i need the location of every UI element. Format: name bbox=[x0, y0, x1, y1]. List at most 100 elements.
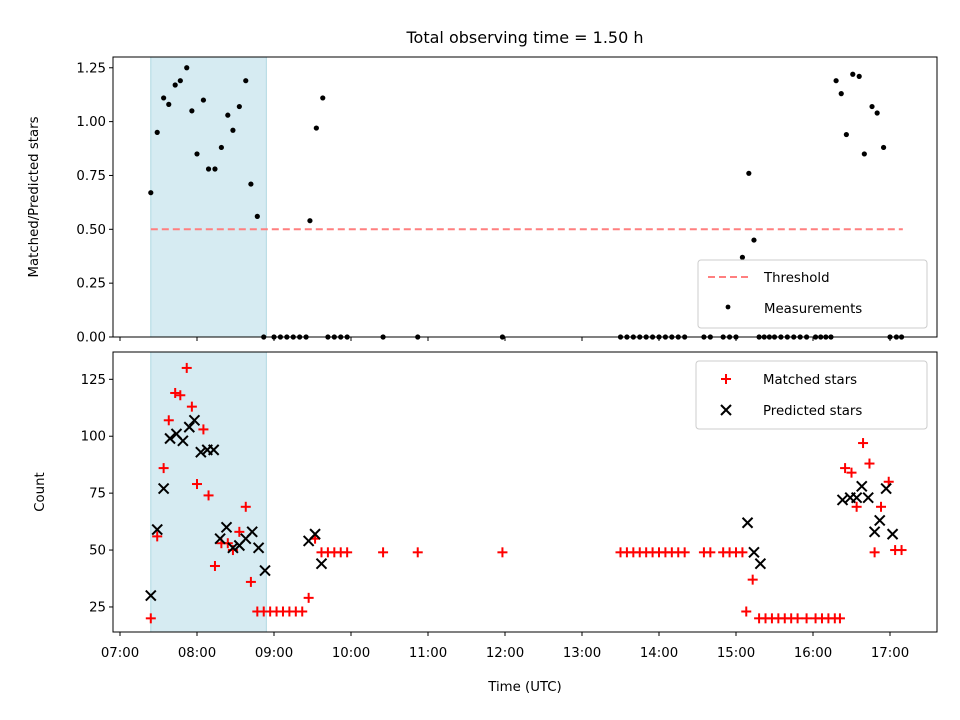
measurement-point bbox=[172, 82, 178, 88]
matched-star-point bbox=[846, 467, 857, 478]
bottom-xtick-label: 17:00 bbox=[871, 646, 909, 661]
bottom-x-axis: 07:00 08:00 09:00 10:00 11:00 12:00 13:00 14:00… bbox=[101, 632, 909, 661]
predicted-star-point-b bbox=[252, 542, 265, 554]
bottom-xtick-label: 16:00 bbox=[794, 646, 832, 661]
predicted-star-point-b bbox=[157, 482, 170, 495]
top-x-axis bbox=[119, 337, 891, 341]
measurement-point bbox=[236, 103, 242, 110]
bottom-ytick-label: 75 bbox=[89, 487, 106, 502]
predicted-star-point bbox=[246, 526, 258, 538]
bottom-xtick-label: 10:00 bbox=[332, 646, 370, 661]
measurement-point bbox=[200, 97, 207, 103]
predicted-star-point-b bbox=[220, 521, 233, 533]
matched-star-point bbox=[741, 606, 752, 617]
predicted-star-point bbox=[748, 546, 760, 559]
matched-star-point bbox=[737, 547, 748, 558]
top-ytick-label: 0.25 bbox=[76, 277, 106, 292]
measurement-point bbox=[248, 181, 254, 187]
predicted-star-point bbox=[880, 482, 892, 495]
matched-star-point bbox=[303, 592, 314, 603]
measurement-point bbox=[212, 166, 218, 172]
measurement-point bbox=[856, 73, 862, 79]
bottom-panel: 25 50 75 100 125 07:00 08:00 09:00 10:00 11:00 12… bbox=[33, 351, 938, 695]
measurement-point bbox=[243, 78, 249, 84]
measurement-point bbox=[850, 71, 856, 77]
matched-star-point bbox=[158, 463, 169, 474]
bottom-legend-box bbox=[695, 360, 928, 430]
matched-star-point bbox=[679, 547, 690, 558]
predicted-star-point-b bbox=[874, 514, 886, 527]
matched-star-point bbox=[864, 458, 875, 469]
measurement-point bbox=[184, 65, 190, 71]
legend-matched-swatch bbox=[721, 374, 731, 384]
matched-star-point bbox=[747, 574, 758, 585]
predicted-star-point bbox=[856, 480, 868, 493]
predicted-star-point-b bbox=[309, 528, 321, 540]
measurement-point bbox=[205, 166, 212, 172]
legend-measurements-label: Measurements bbox=[764, 302, 862, 317]
bottom-xtick-label: 14:00 bbox=[640, 646, 678, 661]
predicted-star-point-b bbox=[145, 589, 157, 602]
predicted-star-point bbox=[220, 521, 233, 533]
bottom-ytick-label: 25 bbox=[89, 600, 106, 615]
top-ytick-label: 1.25 bbox=[76, 61, 106, 76]
predicted-star-point-b bbox=[315, 558, 328, 570]
measurement-point bbox=[880, 144, 887, 151]
predicted-star-point-b bbox=[214, 532, 226, 545]
chart-title: Total observing time = 1.50 h bbox=[405, 28, 643, 47]
predicted-star-point bbox=[886, 528, 899, 540]
matched-star-point bbox=[834, 613, 845, 624]
matched-star-point bbox=[240, 501, 251, 512]
matched-star-point bbox=[851, 501, 862, 512]
matched-star-point bbox=[181, 362, 192, 373]
top-legend-box bbox=[697, 259, 928, 329]
predicted-star-point-b bbox=[246, 526, 258, 538]
predicted-star-point-b bbox=[880, 482, 892, 495]
predicted-star-point-b bbox=[850, 491, 863, 504]
bottom-series-layer bbox=[145, 362, 907, 624]
predicted-star-point-b bbox=[151, 523, 163, 536]
predicted-star-point-b bbox=[207, 444, 220, 456]
matched-star-point bbox=[497, 547, 508, 558]
bottom-xtick-label: 11:00 bbox=[409, 646, 447, 661]
predicted-star-point-b bbox=[741, 517, 754, 529]
top-ytick-label: 1.00 bbox=[76, 115, 106, 130]
top-ytick-label: 0.50 bbox=[76, 223, 106, 238]
matched-star-point bbox=[209, 560, 220, 571]
measurement-point bbox=[751, 237, 757, 243]
measurement-point bbox=[843, 131, 849, 138]
predicted-star-point-b bbox=[748, 546, 760, 559]
measurement-point bbox=[254, 213, 260, 219]
matched-star-point bbox=[152, 531, 163, 542]
matched-star-point bbox=[840, 463, 851, 474]
predicted-star-point bbox=[309, 528, 321, 540]
measurement-point bbox=[833, 78, 839, 84]
matched-star-point bbox=[297, 606, 308, 617]
legend-x-marker-b bbox=[720, 404, 732, 416]
predicted-star-point bbox=[874, 514, 886, 527]
matched-star-point bbox=[245, 576, 256, 587]
matched-star-point bbox=[801, 613, 812, 624]
legend-predicted-swatch bbox=[720, 404, 732, 416]
matched-star-point bbox=[163, 415, 174, 426]
top-ytick-label: 0.75 bbox=[76, 169, 106, 184]
matched-star-point bbox=[876, 501, 887, 512]
measurement-point bbox=[838, 91, 844, 97]
top-y-axis: 0.00 0.25 0.50 0.75 1.00 1.25 bbox=[76, 61, 113, 346]
bottom-xtick-label: 07:00 bbox=[101, 646, 139, 661]
legend-x-marker bbox=[720, 404, 732, 416]
predicted-star-point-b bbox=[886, 528, 899, 540]
predicted-star-point bbox=[145, 589, 157, 602]
bottom-xtick-label: 15:00 bbox=[717, 646, 755, 661]
legend-measurements-swatch bbox=[725, 304, 731, 310]
measurement-point bbox=[861, 151, 867, 157]
predicted-star-point-b bbox=[856, 480, 868, 493]
measurement-point bbox=[313, 125, 319, 131]
legend-plus-marker bbox=[721, 374, 731, 384]
measurement-point bbox=[874, 110, 880, 116]
predicted-star-point bbox=[207, 444, 220, 456]
legend-threshold-label: Threshold bbox=[763, 271, 830, 286]
predicted-star-point bbox=[214, 532, 226, 545]
predicted-star-point bbox=[227, 542, 239, 554]
measurement-point bbox=[166, 101, 172, 107]
